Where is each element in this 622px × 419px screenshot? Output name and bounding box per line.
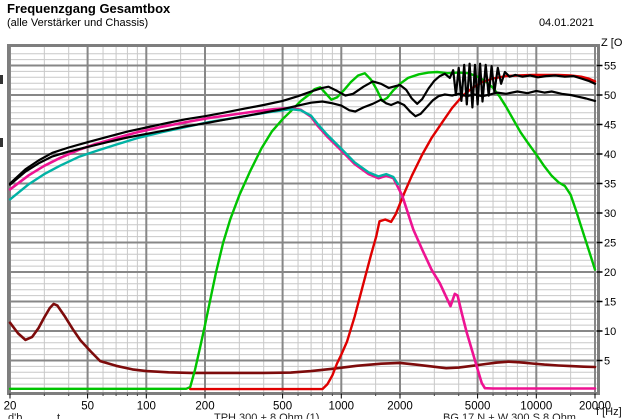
y-tick-label: 35: [604, 179, 616, 191]
footer-fragment: d'b: [8, 412, 23, 419]
y-tick-label: 55: [604, 61, 616, 73]
y-tick-label: 10: [604, 326, 616, 338]
curve-impedance: [8, 302, 597, 375]
y-tick-label: 40: [604, 149, 616, 161]
x-tick-label: 100: [137, 401, 156, 413]
footer-fragment: t: [57, 412, 61, 419]
left-edge-label-fragment: [0, 75, 3, 84]
x-tick-label: 500: [273, 401, 292, 413]
x-tick-label: 5000: [465, 401, 491, 413]
curve-red: [188, 73, 597, 391]
y-tick-label: 20: [604, 267, 616, 279]
y-tick-label: 5: [604, 356, 610, 368]
y-tick-label: 50: [604, 90, 616, 102]
x-tick-label: 2000: [387, 401, 413, 413]
right-axis-label: Z [Ohm]: [601, 37, 622, 49]
curve-magenta: [8, 106, 597, 390]
footer-fragment: TPH 300 + 8 Ohm (1): [214, 412, 320, 419]
curve-black-upper: [8, 62, 597, 185]
chart-title: Frequenzgang Gesamtbox: [7, 1, 171, 16]
x-axis-unit-label: f [Hz]: [596, 406, 622, 418]
y-tick-label: 15: [604, 297, 616, 309]
left-axis-label: [dB]: [0, 36, 1, 48]
x-tick-label: 1000: [329, 401, 355, 413]
x-tick-label: 20: [4, 401, 17, 413]
curve-black-lower: [8, 89, 597, 186]
footer-fragment: BG 17 N + W 300 S 8 Ohm: [443, 412, 576, 419]
y-tick-label: 45: [604, 120, 616, 132]
left-edge-label-fragment: [0, 138, 3, 147]
x-tick-label: 200: [195, 401, 214, 413]
x-tick-label: 50: [81, 401, 94, 413]
x-tick-label: 10000: [520, 401, 552, 413]
chart-subtitle: (alle Verstärker und Chassis): [7, 17, 149, 29]
x-tick-label: 20000: [579, 401, 611, 413]
plot-border: [7, 44, 600, 395]
y-tick-label: 25: [604, 238, 616, 250]
y-tick-label: 30: [604, 208, 616, 220]
chart-date: 04.01.2021: [538, 17, 594, 29]
